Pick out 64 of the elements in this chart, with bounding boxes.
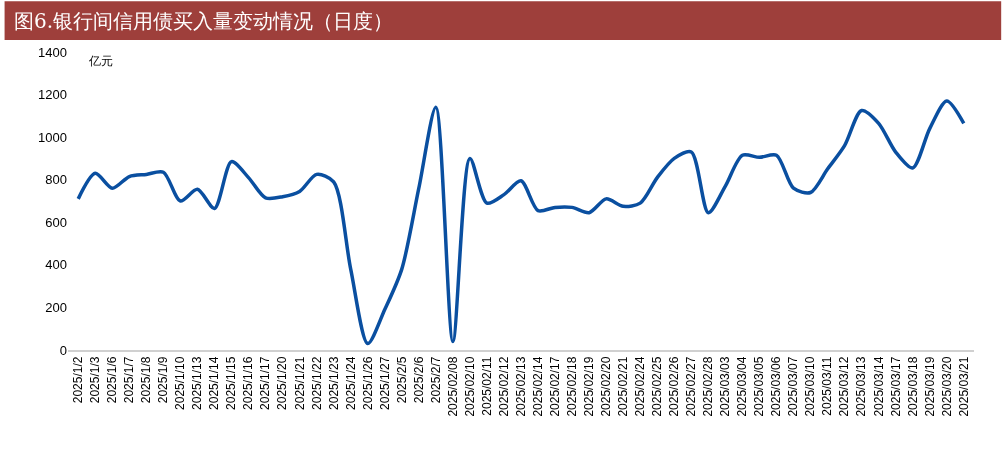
x-tick-label: 2025/03/12 bbox=[837, 356, 852, 417]
x-tick-label: 2025/03/21 bbox=[956, 356, 971, 417]
x-tick-label: 2025/02/13 bbox=[513, 356, 528, 417]
x-tick-label: 2025/1/2 bbox=[71, 356, 86, 404]
x-tick-label: 2025/2/7 bbox=[428, 356, 443, 404]
x-tick-label: 2025/1/17 bbox=[258, 356, 273, 410]
x-tick-label: 2025/1/6 bbox=[105, 356, 120, 404]
x-tick-label: 2025/1/20 bbox=[275, 356, 290, 410]
chart-title: 图6.银行间信用债买入量变动情况（日度） bbox=[14, 9, 394, 33]
x-tick-label: 2025/1/26 bbox=[360, 356, 375, 410]
x-tick-label: 2025/1/8 bbox=[139, 356, 154, 404]
x-tick-label: 2025/03/19 bbox=[922, 356, 937, 417]
y-tick-label: 800 bbox=[45, 172, 67, 188]
x-tick-label: 2025/1/9 bbox=[156, 356, 171, 404]
x-tick-label: 2025/1/16 bbox=[241, 356, 256, 410]
x-tick-label: 2025/1/10 bbox=[173, 356, 188, 410]
y-axis-title: 亿元 bbox=[88, 54, 113, 68]
x-tick-label: 2025/02/17 bbox=[547, 356, 562, 417]
x-tick-label: 2025/03/07 bbox=[786, 356, 801, 417]
x-tick-label: 2025/1/13 bbox=[190, 356, 205, 410]
x-tick-label: 2025/02/26 bbox=[667, 356, 682, 417]
x-tick-label: 2025/1/23 bbox=[326, 356, 341, 410]
line-series bbox=[76, 99, 966, 346]
y-tick-label: 1400 bbox=[38, 44, 67, 60]
x-tick-label: 2025/02/10 bbox=[462, 356, 477, 417]
x-tick-label: 2025/1/7 bbox=[122, 356, 137, 404]
x-tick-label: 2025/02/28 bbox=[701, 356, 716, 417]
x-tick-label: 2025/03/14 bbox=[871, 356, 886, 417]
x-tick-label: 2025/02/24 bbox=[633, 356, 648, 417]
x-tick-label: 2025/1/3 bbox=[88, 356, 103, 404]
x-tick-label: 2025/02/12 bbox=[496, 356, 511, 417]
x-tick-label: 2025/1/22 bbox=[309, 356, 324, 410]
x-tick-label: 2025/2/5 bbox=[394, 356, 409, 404]
x-tick-label: 2025/1/27 bbox=[377, 356, 392, 410]
x-tick-label: 2025/1/24 bbox=[343, 356, 358, 410]
x-tick-label: 2025/03/04 bbox=[735, 356, 750, 417]
x-tick-label: 2025/02/19 bbox=[582, 356, 597, 417]
y-tick-label: 600 bbox=[45, 214, 67, 230]
x-tick-label: 2025/02/21 bbox=[616, 356, 631, 417]
x-tick-label: 2025/03/11 bbox=[820, 356, 835, 416]
x-tick-label: 2025/03/13 bbox=[854, 356, 869, 417]
x-tick-label: 2025/03/17 bbox=[888, 356, 903, 417]
y-tick-label: 400 bbox=[45, 257, 67, 273]
x-tick-label: 2025/1/14 bbox=[207, 356, 222, 410]
y-tick-label: 1200 bbox=[38, 87, 67, 103]
x-tick-label: 2025/02/18 bbox=[564, 356, 579, 417]
x-tick-label: 2025/2/6 bbox=[411, 356, 426, 404]
x-tick-label: 2025/03/18 bbox=[905, 356, 920, 417]
x-tick-label: 2025/02/25 bbox=[650, 356, 665, 417]
x-tick-label: 2025/03/05 bbox=[752, 356, 767, 417]
x-tick-label: 2025/1/21 bbox=[292, 356, 307, 410]
x-tick-label: 2025/03/10 bbox=[803, 356, 818, 417]
x-tick-label: 2025/02/14 bbox=[530, 356, 545, 417]
x-tick-label: 2025/02/11 bbox=[479, 356, 494, 416]
y-tick-label: 200 bbox=[45, 299, 67, 315]
x-tick-label: 2025/02/20 bbox=[599, 356, 614, 417]
y-tick-label: 0 bbox=[59, 342, 67, 358]
x-tick-label: 2025/1/15 bbox=[224, 356, 239, 410]
x-tick-label: 2025/03/06 bbox=[769, 356, 784, 417]
x-tick-label: 2025/03/20 bbox=[939, 356, 954, 417]
x-tick-label: 2025/03/03 bbox=[718, 356, 733, 417]
x-tick-label: 2025/02/08 bbox=[445, 356, 460, 417]
x-tick-label: 2025/02/27 bbox=[684, 356, 699, 417]
y-tick-label: 1000 bbox=[38, 129, 67, 145]
